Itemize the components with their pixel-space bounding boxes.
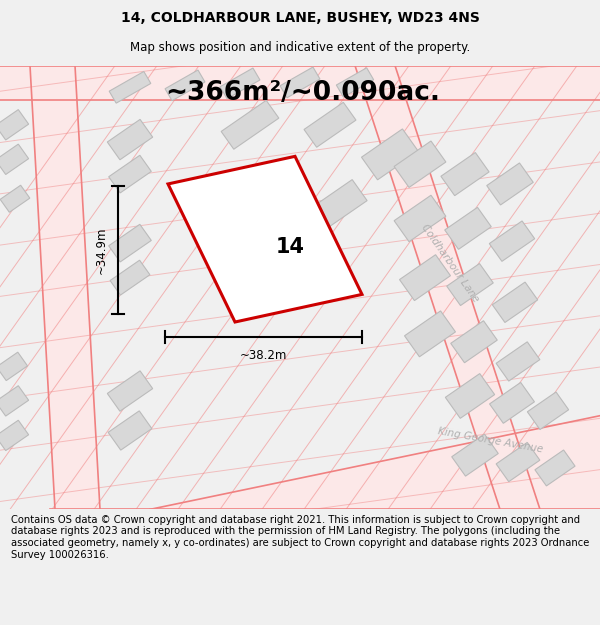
Polygon shape <box>496 342 540 381</box>
Polygon shape <box>0 185 30 213</box>
Polygon shape <box>337 68 374 97</box>
Polygon shape <box>0 420 29 451</box>
Polygon shape <box>220 68 260 99</box>
Polygon shape <box>313 179 367 228</box>
Polygon shape <box>304 102 356 148</box>
Polygon shape <box>490 382 535 423</box>
Polygon shape <box>221 101 279 149</box>
Polygon shape <box>0 109 29 140</box>
Polygon shape <box>110 260 150 295</box>
Polygon shape <box>445 374 494 418</box>
Polygon shape <box>0 386 29 416</box>
Text: ~34.9m: ~34.9m <box>95 226 108 274</box>
Text: 14: 14 <box>275 237 305 257</box>
Text: 14, COLDHARBOUR LANE, BUSHEY, WD23 4NS: 14, COLDHARBOUR LANE, BUSHEY, WD23 4NS <box>121 11 479 26</box>
Polygon shape <box>404 311 455 357</box>
Polygon shape <box>0 144 29 174</box>
Polygon shape <box>109 155 151 193</box>
Text: ~38.2m: ~38.2m <box>240 349 287 362</box>
Polygon shape <box>107 119 152 160</box>
Polygon shape <box>109 224 151 262</box>
Polygon shape <box>394 195 446 242</box>
Text: ~366m²/~0.090ac.: ~366m²/~0.090ac. <box>165 81 440 106</box>
Polygon shape <box>165 70 205 101</box>
Polygon shape <box>451 321 497 362</box>
Text: Contains OS data © Crown copyright and database right 2021. This information is : Contains OS data © Crown copyright and d… <box>11 515 589 559</box>
Polygon shape <box>493 282 538 322</box>
Polygon shape <box>445 208 491 249</box>
Polygon shape <box>109 71 151 103</box>
Polygon shape <box>490 221 535 261</box>
Polygon shape <box>496 442 540 482</box>
Polygon shape <box>400 255 451 301</box>
Polygon shape <box>361 129 419 180</box>
Text: Coldharbour Lane: Coldharbour Lane <box>419 222 481 304</box>
Polygon shape <box>280 67 320 98</box>
Polygon shape <box>0 66 600 100</box>
Text: King George Avenue: King George Avenue <box>437 426 544 454</box>
Polygon shape <box>30 66 100 509</box>
Polygon shape <box>168 156 362 322</box>
Polygon shape <box>527 392 569 429</box>
Polygon shape <box>441 152 489 196</box>
Polygon shape <box>107 371 152 411</box>
Polygon shape <box>487 163 533 205</box>
Text: Map shows position and indicative extent of the property.: Map shows position and indicative extent… <box>130 41 470 54</box>
Polygon shape <box>452 434 498 476</box>
Polygon shape <box>447 264 493 306</box>
Polygon shape <box>355 66 540 509</box>
Polygon shape <box>50 416 600 509</box>
Polygon shape <box>394 141 446 188</box>
Polygon shape <box>535 450 575 486</box>
Polygon shape <box>108 411 152 450</box>
Polygon shape <box>0 352 28 381</box>
